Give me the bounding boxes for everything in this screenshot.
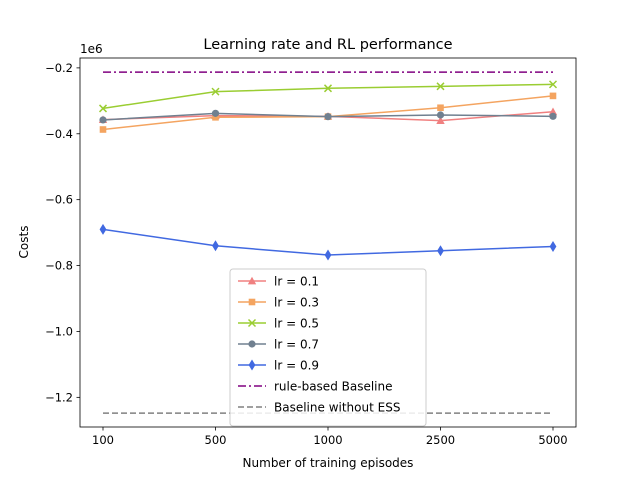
data-point xyxy=(436,116,445,124)
legend: lr = 0.1 lr = 0.3 lr = 0.5 lr = 0.7 lr = 0.9… xyxy=(229,268,427,427)
data-point xyxy=(436,111,445,119)
data-point xyxy=(99,116,107,124)
legend-entry: lr = 0.5 xyxy=(238,317,319,331)
legend-entry: rule-based Baseline xyxy=(238,380,393,394)
x-tick-label: 5000 xyxy=(538,433,567,447)
data-point xyxy=(548,80,558,89)
x-axis-label: Number of training episodes xyxy=(243,456,414,470)
legend-label: lr = 0.9 xyxy=(274,359,319,373)
data-point xyxy=(98,104,108,113)
legend-entry: Baseline without ESS xyxy=(238,401,400,415)
y-tick-label: −1.2 xyxy=(45,390,73,404)
legend-label: lr = 0.7 xyxy=(274,338,319,352)
legend-marker xyxy=(248,340,256,348)
legend-marker xyxy=(247,276,257,285)
legend-marker xyxy=(248,359,256,371)
x-tick-label: 1000 xyxy=(313,433,342,447)
legend-marker xyxy=(247,318,257,328)
y-tick-label: −0.4 xyxy=(45,127,73,141)
data-point xyxy=(437,245,444,257)
chart-title: Learning rate and RL performance xyxy=(203,37,452,53)
data-point xyxy=(324,249,332,261)
y-axis-label: Costs xyxy=(17,226,31,259)
legend-entry: lr = 0.1 xyxy=(238,275,319,289)
legend-label: lr = 0.1 xyxy=(274,275,319,289)
series-3 xyxy=(98,80,558,113)
legend-box xyxy=(229,268,427,427)
data-point xyxy=(437,104,444,112)
data-point xyxy=(324,113,332,121)
data-point xyxy=(549,112,557,120)
legend-entry: lr = 0.7 xyxy=(238,338,319,352)
y-tick-label: −0.2 xyxy=(45,61,73,75)
legend-marker xyxy=(248,298,256,306)
data-point xyxy=(211,109,220,117)
data-point xyxy=(212,240,219,252)
x-tick-label: 100 xyxy=(92,433,114,447)
y-tick-label: −0.8 xyxy=(45,259,73,273)
legend-entry: lr = 0.3 xyxy=(238,296,319,310)
y-tick-label: −0.6 xyxy=(45,193,73,207)
x-tick-label: 500 xyxy=(205,433,227,447)
data-point xyxy=(323,84,333,93)
data-point xyxy=(99,126,107,133)
series-4 xyxy=(99,109,557,124)
series-5 xyxy=(99,223,557,261)
data-point xyxy=(436,82,445,91)
data-point xyxy=(212,114,219,121)
legend-label: Baseline without ESS xyxy=(274,401,400,415)
data-point xyxy=(549,240,557,252)
x-tick-label: 2500 xyxy=(426,433,455,447)
data-point xyxy=(548,107,558,116)
legend-label: rule-based Baseline xyxy=(274,380,393,394)
y-axis-offset-label: 1e6 xyxy=(80,42,103,56)
data-point xyxy=(549,92,557,100)
legend-entry: lr = 0.9 xyxy=(238,359,319,373)
plot-area: 100 500 1000 2500 5000 −1.2 −1.0 −0.8 −0.6 −0.4 −0… xyxy=(45,57,577,447)
y-tick-label: −1.0 xyxy=(45,324,73,338)
data-point xyxy=(99,223,107,235)
legend-label: lr = 0.3 xyxy=(274,296,319,310)
data-point xyxy=(211,87,220,96)
legend-label: lr = 0.5 xyxy=(274,317,319,331)
